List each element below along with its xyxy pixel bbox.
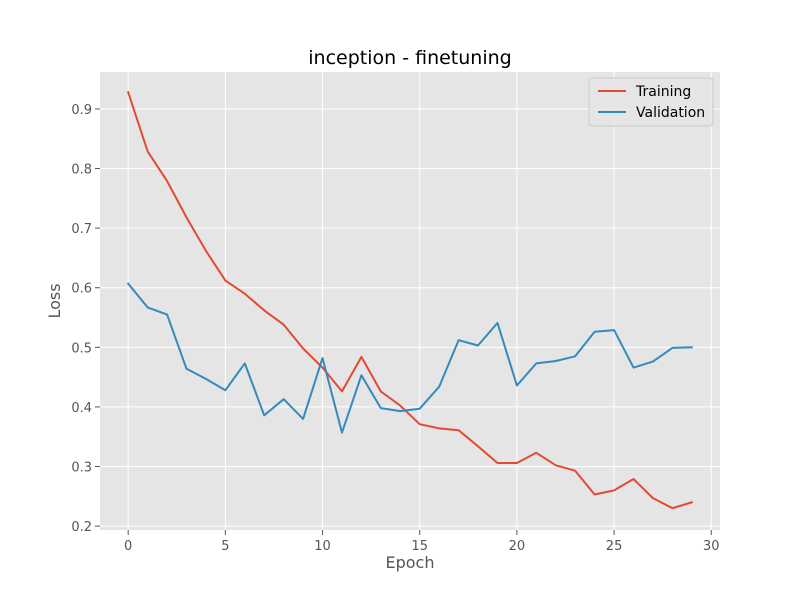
axis-ticks: 0 5 10 15 20 25 30 0.2 0.3 0.4 0.5 0.6 0.7 0.8 0.9	[71, 103, 719, 554]
x-tick-label: 0	[124, 539, 132, 554]
y-tick-label: 0.7	[71, 222, 92, 237]
x-axis-label: Epoch	[386, 553, 435, 572]
legend-label-training: Training	[635, 84, 691, 100]
plot-area	[100, 72, 720, 530]
y-tick-label: 0.8	[71, 163, 92, 178]
legend-label-validation: Validation	[636, 105, 705, 121]
series-line-training	[126, 91, 694, 510]
y-tick-label: 0.5	[71, 341, 92, 356]
y-tick-label: 0.2	[71, 520, 92, 535]
series-lines	[126, 91, 694, 510]
y-tick-label: 0.9	[71, 103, 92, 118]
x-tick-label: 30	[703, 539, 720, 554]
y-tick-label: 0.4	[71, 401, 92, 416]
y-tick-label: 0.3	[71, 461, 92, 476]
x-tick-label: 5	[221, 539, 229, 554]
y-axis-label: Loss	[45, 283, 64, 318]
x-tick-label: 15	[411, 539, 428, 554]
x-tick-label: 10	[314, 539, 331, 554]
x-tick-label: 20	[509, 539, 526, 554]
series-line-validation	[126, 282, 693, 434]
x-tick-label: 25	[606, 539, 623, 554]
chart-title: inception - finetuning	[308, 47, 511, 69]
grid	[100, 72, 720, 530]
y-tick-label: 0.6	[71, 282, 92, 297]
legend: Training Validation	[588, 77, 714, 127]
